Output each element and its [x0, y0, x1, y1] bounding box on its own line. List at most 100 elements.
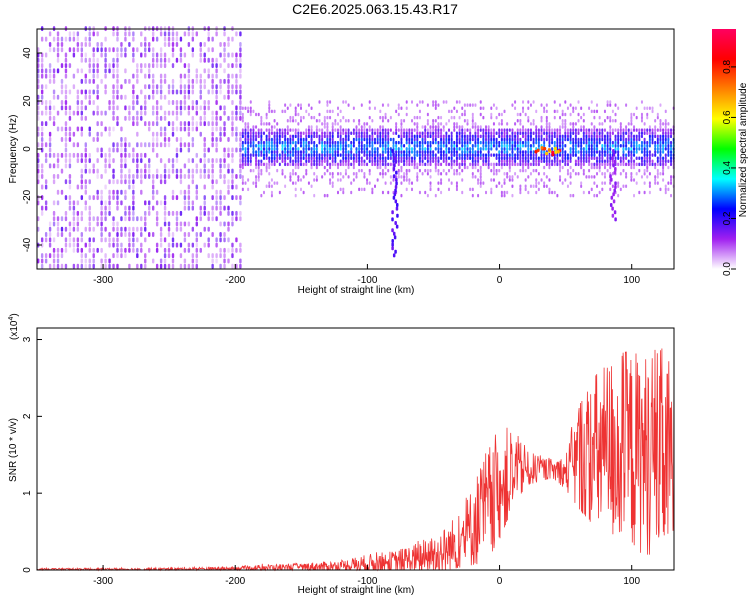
heatmap-cell [598, 140, 601, 145]
heatmap-cell [124, 105, 127, 111]
heatmap-cell [148, 68, 151, 74]
heatmap-cell [167, 84, 171, 90]
heatmap-cell [485, 156, 488, 160]
heatmap-cell [614, 128, 617, 132]
heatmap-cell [590, 122, 593, 126]
heatmap-cell [260, 128, 263, 132]
heatmap-cell [580, 159, 583, 164]
heatmap-cell [434, 159, 437, 164]
heatmap-cell [278, 137, 281, 142]
heatmap-cell [516, 150, 519, 154]
heatmap-cell [44, 179, 48, 185]
heatmap-cell [643, 172, 646, 176]
heatmap-cell [368, 156, 371, 160]
heatmap-cell [440, 153, 443, 157]
heatmap-cell [448, 156, 451, 160]
heatmap-cell [252, 143, 255, 148]
heatmap-cell [323, 150, 326, 154]
heatmap-cell [247, 143, 250, 148]
heatmap-cell [670, 159, 673, 164]
heatmap-cell [80, 158, 84, 164]
heatmap-cell [593, 175, 596, 179]
heatmap-cell [659, 156, 662, 160]
heatmap-cell [593, 193, 596, 198]
heatmap-cell [527, 100, 530, 104]
heatmap-cell [516, 137, 519, 142]
heatmap-cell [171, 237, 175, 243]
heatmap-cell [175, 147, 179, 153]
heatmap-cell [421, 150, 424, 154]
heatmap-cell [463, 140, 466, 145]
heatmap-cell [339, 109, 342, 114]
heatmap-cell [104, 52, 107, 58]
snr-series [36, 348, 675, 572]
heatmap-cell [440, 162, 443, 167]
heatmap-cell [453, 122, 456, 126]
heatmap-cell [203, 100, 206, 106]
heatmap-cell [633, 137, 636, 142]
heatmap-cell [302, 147, 305, 151]
heatmap-cell [545, 115, 548, 120]
heatmap-cell [482, 115, 485, 120]
heatmap-cell [432, 103, 435, 107]
heatmap-cell [461, 131, 464, 135]
heatmap-cell [207, 68, 210, 74]
heatmap-cell [617, 184, 620, 189]
heatmap-cell [175, 195, 179, 201]
heatmap-cell [315, 153, 318, 157]
heatmap-cell [140, 63, 143, 69]
heatmap-cell [635, 143, 638, 148]
heatmap-cell [656, 112, 659, 117]
heatmap-cell [548, 128, 551, 132]
heatmap-cell [247, 109, 250, 114]
heatmap-cell [466, 165, 469, 170]
heatmap-cell [336, 147, 339, 151]
heatmap-cell [519, 150, 522, 154]
heatmap-cell [625, 131, 628, 135]
heatmap-cell [598, 137, 601, 142]
heatmap-cell [566, 172, 569, 176]
heatmap-cell [219, 168, 222, 174]
heatmap-cell [239, 195, 242, 201]
heatmap-cell [498, 156, 501, 160]
heatmap-cell [215, 189, 218, 195]
heatmap-cell [140, 216, 143, 222]
heatmap-cell [638, 190, 641, 195]
heatmap-cell [527, 119, 530, 123]
heatmap-cell [96, 173, 99, 179]
heatmap-cell [211, 137, 214, 142]
heatmap-cell [100, 152, 103, 158]
heatmap-cell [633, 178, 636, 182]
heatmap-cell [411, 159, 414, 164]
heatmap-cell [352, 137, 355, 142]
heatmap-cell [506, 134, 509, 139]
heatmap-cell [235, 216, 238, 222]
heatmap-cell [455, 172, 458, 176]
heatmap-cell [387, 156, 390, 160]
heatmap-cell [574, 162, 577, 167]
heatmap-cell [355, 125, 358, 129]
heatmap-cell [651, 131, 654, 135]
heatmap-cell [163, 237, 167, 243]
heatmap-cell [167, 232, 171, 238]
heatmap-cell [654, 178, 657, 182]
heatmap-cell [434, 137, 437, 142]
heatmap-cell [381, 128, 384, 132]
heatmap-cell [463, 128, 466, 132]
heatmap-cell [68, 221, 72, 227]
heatmap-cell [140, 232, 143, 238]
heatmap-cell [239, 84, 242, 90]
heatmap-cell [363, 153, 366, 157]
heatmap-cell [235, 31, 238, 37]
heatmap-cell [92, 100, 95, 106]
heatmap-cell [241, 112, 244, 117]
heatmap-cell [453, 128, 456, 132]
heatmap-cell [429, 134, 432, 139]
heatmap-cell [297, 128, 300, 132]
heatmap-cell [389, 181, 392, 185]
heatmap-cell [360, 168, 363, 173]
heatmap-cell [171, 210, 175, 216]
heatmap-cell [537, 131, 540, 135]
heatmap-cell [339, 159, 342, 164]
heatmap-cell [318, 137, 321, 142]
